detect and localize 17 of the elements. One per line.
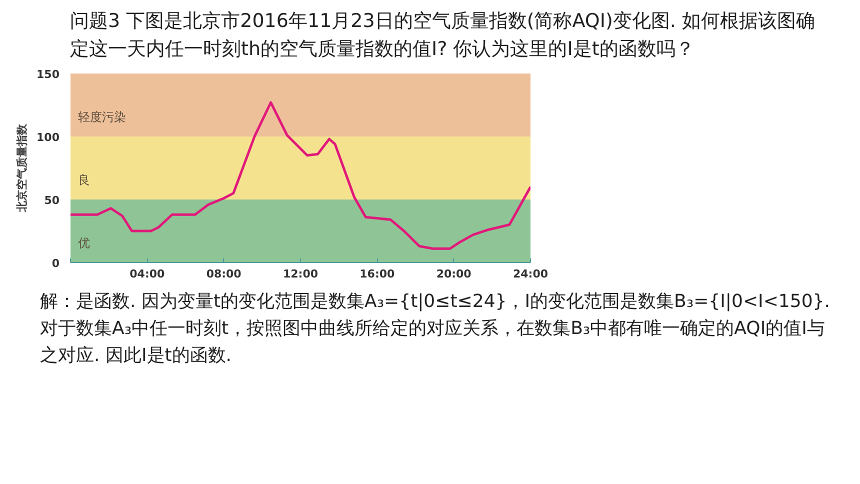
- y-tick-label: 150: [36, 68, 60, 82]
- x-tick-label: 12:00: [282, 268, 318, 281]
- chart-title: 问题3 下图是北京市2016年11月23日的空气质量指数(简称AQI)变化图. 如何根据该图确定这一天内任一时刻th的空气质量指数的值I? 你认为这里的I是t的函数吗？: [70, 9, 816, 62]
- x-tick-label: 08:00: [206, 268, 242, 281]
- y-tick-label: 0: [52, 257, 60, 270]
- band-label: 优: [78, 236, 90, 250]
- text: 解：是函数. 因为变量t的变化范围是数集A₃={t|0≤t≤24}，I的变化范围是数集B₃={I|0<I<150}. 对于数集A₃中任一时刻t，按照图中曲线所给定的对应关系，在数集B₃中都有唯一确定的AQI的值I与之对应. 因此I是t的函数.: [40, 290, 831, 368]
- y-tick-label: 100: [36, 131, 60, 144]
- line-series: [70, 101, 530, 250]
- x-tick-label: 04:00: [130, 268, 166, 281]
- x-tick-label: 20:00: [436, 268, 472, 281]
- y-tick-label: 50: [44, 194, 60, 208]
- band-label: 良: [78, 172, 90, 187]
- x-tick-label: 16:00: [360, 268, 396, 281]
- y-axis-title: 北京空气质量指数: [16, 123, 29, 214]
- band-label: 轻度污染: [78, 110, 126, 124]
- x-tick-label: 24:00: [512, 268, 548, 281]
